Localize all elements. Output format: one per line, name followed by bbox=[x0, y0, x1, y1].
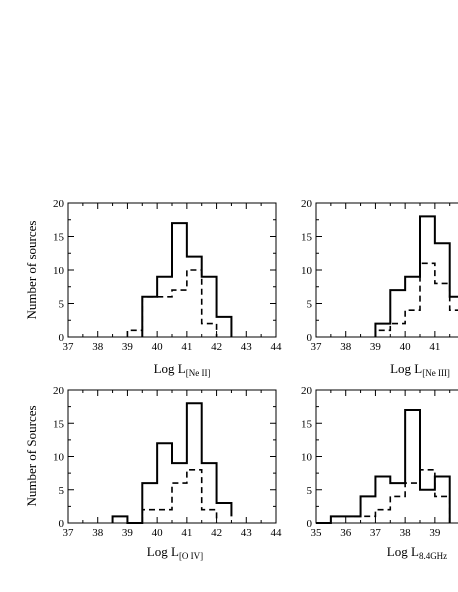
y-tick-label-ne-ii: 15 bbox=[53, 232, 65, 244]
x-tick-label-ne-iii: 37 bbox=[311, 341, 323, 353]
y-tick-label-8-4ghz: 0 bbox=[307, 518, 313, 530]
x-tick-label-o-iv: 42 bbox=[211, 527, 222, 539]
x-tick-label-o-iv: 38 bbox=[92, 527, 104, 539]
plot-area-ne-ii: 37 38 39 40 41 42 43 44 bbox=[63, 202, 283, 353]
y-tick-label-ne-iii: 15 bbox=[301, 232, 313, 244]
y-tick-label-ne-ii: 10 bbox=[53, 265, 65, 277]
axes-frame-8-4ghz bbox=[315, 389, 458, 524]
x-tick-label-8-4ghz: 37 bbox=[370, 527, 382, 539]
plot-area-8-4ghz: 35 36 37 38 39 bbox=[311, 389, 458, 539]
histogram-solid-o-iv bbox=[111, 402, 233, 524]
xlabel-8-4ghz-sub: 8.4GHz bbox=[419, 551, 447, 561]
xlabel-ne-ii-main: Log L bbox=[154, 361, 186, 376]
y-tick-label-ne-ii: 5 bbox=[59, 299, 65, 311]
x-tick-label-8-4ghz: 39 bbox=[429, 527, 441, 539]
x-tick-label-o-iv: 44 bbox=[271, 527, 283, 539]
y-tick-label-ne-iii: 20 bbox=[301, 198, 313, 210]
xlabel-8-4ghz-main: Log L bbox=[387, 544, 419, 559]
x-tick-label-o-iv: 39 bbox=[122, 527, 134, 539]
plot-area-o-iv: 37 38 39 40 41 42 43 44 bbox=[63, 389, 283, 539]
panel-o-iv: Number of Sources Log L[O IV] 37 38 39 40 41… bbox=[24, 385, 282, 561]
ylabel-ne-ii: Number of sources bbox=[24, 221, 39, 320]
y-tick-label-ne-ii: 0 bbox=[59, 332, 65, 344]
xlabel-ne-iii-main: Log L bbox=[390, 361, 422, 376]
x-tick-label-ne-ii: 40 bbox=[152, 341, 164, 353]
y-tick-label-ne-iii: 10 bbox=[301, 265, 313, 277]
histogram-dashed-8-4ghz bbox=[330, 469, 451, 523]
xlabel-8-4ghz: Log L8.4GHz bbox=[387, 544, 447, 561]
histogram-dashed-ne-iii bbox=[374, 262, 458, 337]
y-tick-label-o-iv: 5 bbox=[59, 485, 65, 497]
x-tick-label-ne-ii: 44 bbox=[271, 341, 283, 353]
x-tick-label-ne-ii: 43 bbox=[241, 341, 253, 353]
x-tick-label-o-iv: 37 bbox=[63, 527, 75, 539]
histogram-solid-ne-iii bbox=[374, 215, 458, 337]
xlabel-ne-ii-sub: [Ne II] bbox=[186, 368, 211, 378]
y-tick-label-o-iv: 15 bbox=[53, 418, 65, 430]
x-tick-label-ne-ii: 38 bbox=[92, 341, 104, 353]
xlabel-o-iv-sub: [O IV] bbox=[179, 551, 203, 561]
y-tick-label-8-4ghz: 20 bbox=[301, 385, 313, 397]
histogram-dashed-o-iv bbox=[141, 469, 218, 523]
histogram-dashed-ne-ii bbox=[126, 269, 218, 337]
x-tick-label-o-iv: 40 bbox=[152, 527, 164, 539]
x-tick-label-ne-ii: 39 bbox=[122, 341, 134, 353]
x-tick-label-ne-iii: 41 bbox=[429, 341, 440, 353]
y-tick-label-8-4ghz: 5 bbox=[307, 485, 313, 497]
y-tick-label-o-iv: 20 bbox=[53, 385, 65, 397]
y-tick-label-ne-iii: 0 bbox=[307, 332, 313, 344]
x-tick-label-ne-iii: 39 bbox=[370, 341, 382, 353]
x-tick-label-o-iv: 41 bbox=[181, 527, 192, 539]
panel-8-4ghz: Log L8.4GHz 35 36 37 38 39 0 5 10 15 20 bbox=[301, 385, 458, 561]
panel-ne-ii: Number of sources Log L[Ne II] 37 38 39 40 4… bbox=[24, 198, 282, 378]
xlabel-o-iv-main: Log L bbox=[147, 544, 179, 559]
y-tick-label-o-iv: 0 bbox=[59, 518, 65, 530]
y-tick-label-8-4ghz: 15 bbox=[301, 418, 313, 430]
xlabel-ne-ii: Log L[Ne II] bbox=[154, 361, 211, 378]
x-tick-label-ne-ii: 42 bbox=[211, 341, 222, 353]
x-tick-label-ne-ii: 41 bbox=[181, 341, 192, 353]
histogram-solid-ne-ii bbox=[141, 222, 233, 337]
x-tick-label-8-4ghz: 36 bbox=[340, 527, 352, 539]
y-tick-label-ne-iii: 5 bbox=[307, 299, 313, 311]
xlabel-ne-iii-sub: [Ne III] bbox=[422, 368, 450, 378]
xlabel-o-iv: Log L[O IV] bbox=[147, 544, 203, 561]
x-tick-label-8-4ghz: 38 bbox=[400, 527, 412, 539]
x-tick-label-8-4ghz: 35 bbox=[311, 527, 323, 539]
x-tick-label-ne-iii: 40 bbox=[400, 341, 412, 353]
axes-frame-ne-iii bbox=[315, 202, 458, 338]
histogram-solid-8-4ghz bbox=[316, 408, 451, 524]
y-tick-label-8-4ghz: 10 bbox=[301, 452, 313, 464]
x-tick-label-ne-iii: 38 bbox=[340, 341, 352, 353]
y-tick-label-o-iv: 10 bbox=[53, 452, 65, 464]
xlabel-ne-iii: Log L[Ne III] bbox=[390, 361, 450, 378]
ylabel-o-iv: Number of Sources bbox=[24, 405, 39, 506]
y-tick-label-ne-ii: 20 bbox=[53, 198, 65, 210]
x-tick-label-ne-ii: 37 bbox=[63, 341, 75, 353]
plot-area-ne-iii: 37 38 39 40 41 bbox=[311, 202, 458, 353]
panel-ne-iii: Log L[Ne III] 37 38 39 40 41 0 5 10 15 20 bbox=[301, 198, 458, 378]
x-tick-label-o-iv: 43 bbox=[241, 527, 253, 539]
